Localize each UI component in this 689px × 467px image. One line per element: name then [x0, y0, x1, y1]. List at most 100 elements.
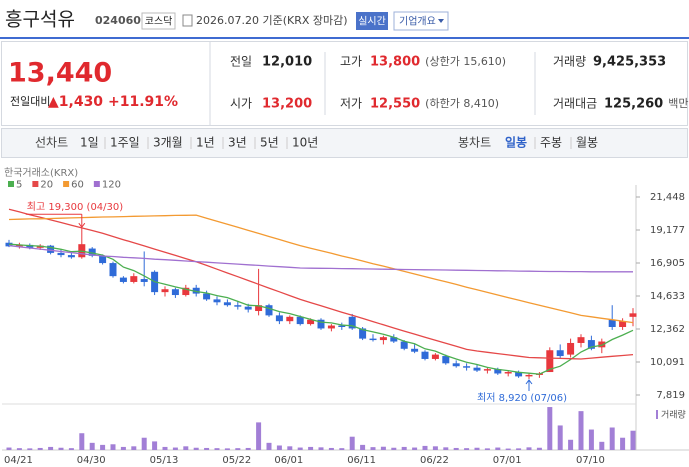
moving-average	[8, 214, 634, 324]
change-percent: +11.91%	[108, 94, 178, 110]
candle-chart-tab[interactable]: 봉차트	[458, 136, 491, 150]
volume-bar	[256, 422, 262, 450]
volume-bar	[568, 439, 574, 450]
candle-body	[390, 337, 398, 342]
company-label[interactable]: 기업개요	[399, 15, 436, 28]
volume-bar	[6, 447, 12, 450]
x-tick-label: 07/10	[576, 455, 605, 466]
interval-tab[interactable]: 주봉	[540, 136, 562, 150]
candle-body	[411, 348, 419, 352]
current-price: 13,440	[8, 58, 112, 89]
x-tick-label: 05/13	[150, 455, 179, 466]
volume-bar	[152, 441, 158, 450]
candle-body	[255, 305, 263, 312]
line-chart-tab[interactable]: 선차트	[35, 136, 68, 150]
volume-bar	[297, 447, 303, 450]
x-tick-label: 07/01	[493, 455, 522, 466]
legend-swatch	[32, 181, 39, 187]
period-tab[interactable]: 1주일	[110, 136, 140, 150]
stat-value: 125,260	[604, 97, 663, 112]
volume-bar	[328, 447, 334, 450]
volume-bar	[432, 446, 438, 450]
interval-tab[interactable]: 일봉	[505, 136, 527, 150]
volume-bar	[141, 437, 147, 450]
candle-body	[57, 252, 65, 256]
period-tab[interactable]: 3년	[228, 136, 247, 150]
volume-bar	[495, 447, 501, 450]
legend-swatch	[93, 181, 100, 187]
stat-value: 13,200	[262, 97, 312, 112]
candle-body	[483, 369, 491, 371]
stat-note: (하한가 8,410)	[425, 96, 499, 110]
volume-bar	[547, 407, 553, 450]
legend-label: 60	[71, 180, 84, 191]
candle-body	[369, 338, 377, 341]
y-tick-label: 10,091	[650, 357, 685, 368]
candle-body	[567, 342, 575, 355]
volume-bar	[370, 447, 376, 450]
volume-bar	[214, 448, 220, 450]
volume-bar	[308, 446, 314, 450]
candle-body	[47, 245, 55, 253]
candle-body	[275, 315, 283, 322]
candle-body	[598, 341, 606, 348]
period-tab[interactable]: 10년	[292, 136, 318, 150]
candle-body	[88, 248, 96, 256]
candle-body	[608, 319, 616, 327]
period-tab[interactable]: 3개월	[153, 136, 183, 150]
volume-bar	[68, 448, 74, 450]
volume-bar	[37, 447, 43, 450]
y-tick-label: 7,819	[656, 390, 685, 401]
stat-label: 전일	[230, 55, 252, 69]
y-tick-label: 12,362	[650, 324, 685, 335]
legend-swatch	[63, 181, 70, 187]
period-tab[interactable]: 1일	[80, 136, 99, 150]
moving-average	[8, 208, 634, 360]
candle-body	[515, 372, 523, 377]
volume-bar	[464, 448, 470, 450]
stat-label: 시가	[230, 97, 252, 111]
candle-body	[338, 325, 346, 327]
quote-panel	[1, 41, 688, 126]
candle-body	[317, 319, 325, 329]
legend-label: 20	[40, 180, 53, 191]
volume-bar	[401, 446, 407, 450]
volume-bar	[48, 446, 54, 450]
volume-bar	[193, 447, 199, 450]
candle-body	[577, 337, 585, 343]
candle-body	[203, 293, 211, 300]
volume-bar	[16, 448, 22, 450]
candle-body	[109, 263, 117, 277]
candle-body	[130, 276, 138, 282]
period-tab[interactable]: 1년	[196, 136, 215, 150]
x-tick-label: 06/22	[420, 455, 449, 466]
candle-body	[171, 289, 179, 296]
period-tab[interactable]: 5년	[260, 136, 279, 150]
realtime-button[interactable]	[356, 12, 388, 30]
candle-body	[161, 289, 169, 293]
company-button[interactable]	[393, 11, 449, 31]
date-text: 2026.07.20 기준(KRX 장마감)	[196, 14, 348, 27]
candle-body	[379, 337, 387, 341]
realtime-label[interactable]: 실시간	[358, 16, 386, 28]
volume-bar	[27, 448, 33, 450]
volume-bar	[380, 446, 386, 450]
volume-bar	[58, 447, 64, 450]
stock-code: 024060	[95, 14, 141, 27]
candle-body	[265, 305, 273, 316]
market-label: 코스닥	[145, 16, 173, 28]
low-annotation: 최저 8,920 (07/06)	[477, 392, 567, 404]
volume-bar	[630, 430, 636, 450]
candle-body	[629, 313, 637, 317]
source-label: 한국거래소(KRX)	[4, 167, 78, 179]
candle-body	[182, 287, 190, 296]
candle-body	[348, 316, 356, 329]
x-tick-label: 06/11	[347, 455, 376, 466]
candle-body	[525, 374, 533, 377]
volume-bar	[266, 442, 272, 450]
candle-body	[119, 277, 127, 282]
change-value: ▲1,430	[48, 94, 103, 110]
stat-note: (상한가 15,610)	[425, 55, 506, 68]
interval-tab[interactable]: 월봉	[576, 136, 598, 150]
volume-bar	[79, 433, 85, 450]
